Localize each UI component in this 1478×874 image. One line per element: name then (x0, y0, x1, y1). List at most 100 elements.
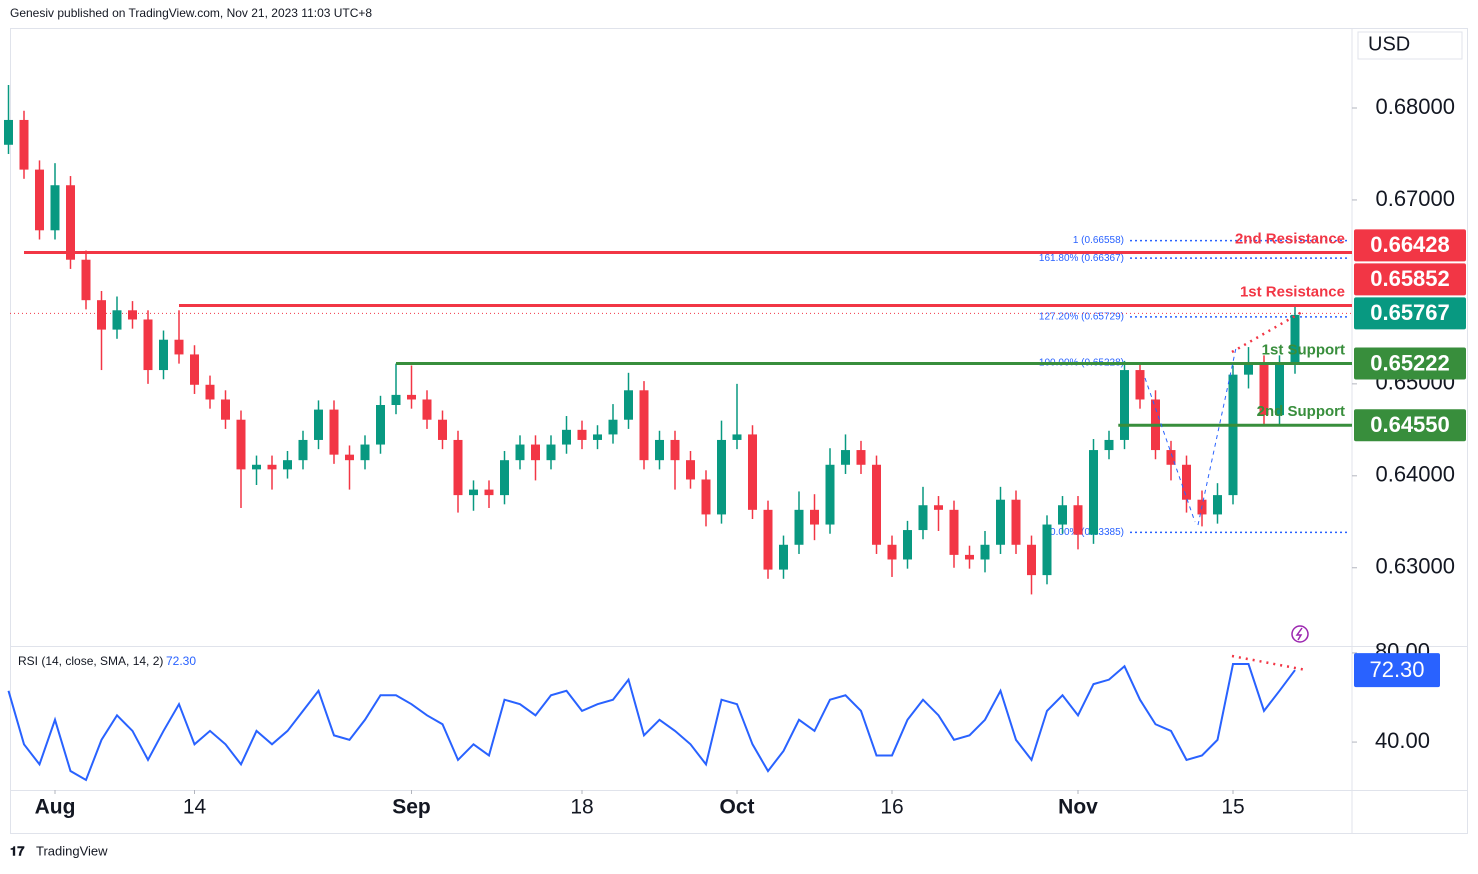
candle-body (1027, 544, 1036, 576)
price-box (1354, 409, 1466, 442)
y-tick-label: 0.64000 (1375, 462, 1455, 487)
x-tick-label: Nov (1058, 796, 1098, 819)
event-bolt (1295, 627, 1303, 641)
candle-body (1213, 495, 1222, 515)
currency-box[interactable] (1357, 31, 1463, 60)
level-name: 1st Support (1262, 341, 1345, 358)
candle-body (252, 464, 261, 470)
frame (10, 28, 1468, 834)
candle-body (314, 409, 323, 440)
candle-body (856, 450, 866, 465)
candle-body (980, 544, 990, 560)
candle-body (1011, 499, 1021, 545)
x-tick-label: 14 (183, 796, 207, 819)
candle-body (794, 509, 804, 545)
candle-body (1275, 364, 1284, 416)
rsi-box-label: 72.30 (1369, 657, 1424, 682)
rsi-header-value: 72.30 (166, 654, 196, 668)
candle-body (484, 489, 494, 496)
fib-label: 127.20% (0.65729) (1039, 311, 1124, 322)
price-box-label: 0.65222 (1370, 350, 1450, 375)
price-box-label: 0.65767 (1370, 300, 1450, 325)
candle-body (159, 339, 168, 371)
x-tick-label: Sep (392, 796, 431, 819)
price-box (1354, 347, 1466, 380)
candle-body (1182, 464, 1191, 500)
candle-body (655, 439, 664, 461)
price-box (1354, 263, 1466, 296)
candle-body (66, 185, 75, 260)
candle-body (1135, 370, 1145, 400)
candle-body (841, 450, 850, 465)
y-tick-label: 0.67000 (1375, 186, 1455, 211)
candle-body (639, 390, 649, 461)
candle-body (143, 319, 153, 371)
candle-body (221, 399, 230, 420)
candle-body (422, 399, 432, 420)
candle-body (4, 119, 13, 145)
candle-body (345, 454, 354, 461)
candle-body (1104, 439, 1114, 451)
rsi-tick-label: 40.00 (1375, 728, 1430, 753)
candle-body (283, 460, 292, 470)
candle-body (453, 439, 463, 496)
candle-body (190, 354, 199, 385)
candle-body (174, 339, 184, 355)
candle-body (360, 444, 370, 461)
candle-body (531, 444, 540, 461)
x-tick-label: Oct (719, 796, 754, 819)
candle-body (934, 505, 943, 510)
rsi-box (1354, 653, 1440, 688)
level-name: 2nd Support (1257, 403, 1345, 420)
candle-body (407, 394, 416, 400)
y-tick-label: 0.63000 (1375, 554, 1455, 579)
candle-body (608, 419, 618, 435)
x-tick-label: 18 (570, 796, 593, 819)
candle-body (1058, 505, 1067, 525)
candle-body (949, 509, 959, 555)
candle-body (1042, 524, 1052, 576)
candle-body (97, 300, 106, 330)
x-tick-label: 16 (880, 796, 903, 819)
candle-body (577, 429, 587, 440)
candle-body (1228, 374, 1238, 496)
candle-body (298, 439, 308, 461)
price-box-label: 0.64550 (1370, 412, 1450, 437)
y-tick-label: 0.68000 (1375, 94, 1455, 119)
price-box (1354, 229, 1466, 262)
rsi-title: RSI (14, close, SMA, 14, 2) (18, 654, 163, 668)
candle-body (35, 169, 44, 231)
candle-body (1089, 450, 1098, 535)
candle-body (810, 509, 819, 525)
event-icon[interactable] (1291, 625, 1309, 643)
candle-body (872, 464, 881, 545)
candle-body (515, 444, 525, 461)
candle-body (267, 464, 277, 470)
candle-body (903, 530, 912, 560)
candle-body (19, 119, 29, 170)
candle-body (996, 499, 1005, 545)
price-box-label: 0.66428 (1370, 232, 1450, 257)
candle-body (701, 479, 711, 515)
candle-body (593, 434, 602, 440)
candle-body (1259, 364, 1269, 416)
candle-body (1120, 370, 1129, 440)
candle-body (236, 419, 246, 470)
candle-body (748, 434, 757, 510)
candle-body (670, 439, 680, 461)
price-box-label: 0.65852 (1370, 266, 1450, 291)
level-name: 2nd Resistance (1235, 231, 1345, 248)
x-tick-label: Aug (35, 796, 76, 819)
candle-body (376, 405, 385, 445)
candle-body (50, 185, 60, 231)
candle-body (624, 390, 633, 420)
fib-label: 161.80% (0.66367) (1039, 253, 1124, 264)
candle-body (500, 460, 509, 496)
candle-body (887, 544, 897, 560)
candle-body (112, 310, 122, 330)
level-name: 1st Resistance (1240, 283, 1345, 300)
publisher: Genesiv published on TradingView.com, No… (10, 6, 372, 20)
candle-body (438, 419, 447, 440)
candle-body (1244, 364, 1253, 375)
